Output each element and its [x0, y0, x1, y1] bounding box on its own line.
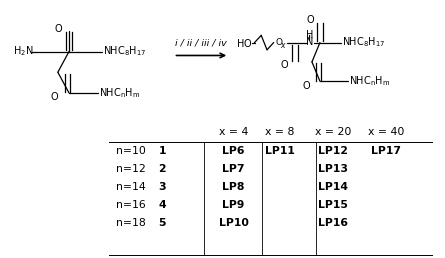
Text: $\mathsf{N}$: $\mathsf{N}$	[305, 35, 313, 47]
Text: $\mathsf{NHC_nH_m}$: $\mathsf{NHC_nH_m}$	[99, 86, 141, 100]
Text: $\mathsf{HO}$: $\mathsf{HO}$	[236, 37, 252, 49]
Text: x = 40: x = 40	[368, 127, 405, 136]
Text: n=18: n=18	[117, 218, 146, 228]
Text: $\mathsf{NHC_8H_{17}}$: $\mathsf{NHC_8H_{17}}$	[342, 36, 385, 50]
Text: $\mathsf{NHC_nH_m}$: $\mathsf{NHC_nH_m}$	[349, 74, 390, 88]
Text: $\mathsf{O}$: $\mathsf{O}$	[275, 36, 283, 47]
Text: 3: 3	[158, 182, 166, 192]
Text: $\mathsf{NHC_8H_{17}}$: $\mathsf{NHC_8H_{17}}$	[103, 45, 146, 59]
Text: LP16: LP16	[318, 218, 348, 228]
Text: 5: 5	[159, 218, 166, 228]
Text: x = 20: x = 20	[315, 127, 351, 136]
Text: x = 4: x = 4	[219, 127, 248, 136]
Text: $\mathsf{O}$: $\mathsf{O}$	[54, 22, 63, 34]
Text: LP10: LP10	[218, 218, 249, 228]
Text: LP15: LP15	[318, 200, 348, 210]
Text: LP13: LP13	[318, 164, 348, 174]
Text: $\mathsf{O}$: $\mathsf{O}$	[280, 59, 289, 70]
Text: $\mathsf{O}$: $\mathsf{O}$	[50, 90, 59, 102]
Text: LP7: LP7	[222, 164, 245, 174]
Text: $\mathsf{H}$: $\mathsf{H}$	[305, 28, 313, 40]
Text: x = 8: x = 8	[265, 127, 294, 136]
Text: LP9: LP9	[222, 200, 245, 210]
Text: n=14: n=14	[117, 182, 146, 192]
Text: LP12: LP12	[318, 146, 348, 156]
Text: LP8: LP8	[222, 182, 245, 192]
Text: LP17: LP17	[371, 146, 401, 156]
Text: $\mathsf{O}$: $\mathsf{O}$	[306, 13, 315, 25]
Text: $\mathsf{O}$: $\mathsf{O}$	[302, 79, 311, 91]
Text: 2: 2	[158, 164, 166, 174]
Text: i / ii / iii / iv: i / ii / iii / iv	[175, 39, 227, 48]
Text: n=16: n=16	[117, 200, 146, 210]
Text: 1: 1	[159, 146, 166, 156]
Text: LP6: LP6	[222, 146, 245, 156]
Text: $\mathsf{H_2N}$: $\mathsf{H_2N}$	[13, 45, 34, 59]
Text: n=10: n=10	[116, 146, 146, 156]
Text: LP14: LP14	[318, 182, 348, 192]
Text: LP11: LP11	[264, 146, 295, 156]
Text: 4: 4	[158, 200, 166, 210]
Text: $\mathit{x}$: $\mathit{x}$	[280, 41, 287, 50]
Text: n=12: n=12	[117, 164, 146, 174]
